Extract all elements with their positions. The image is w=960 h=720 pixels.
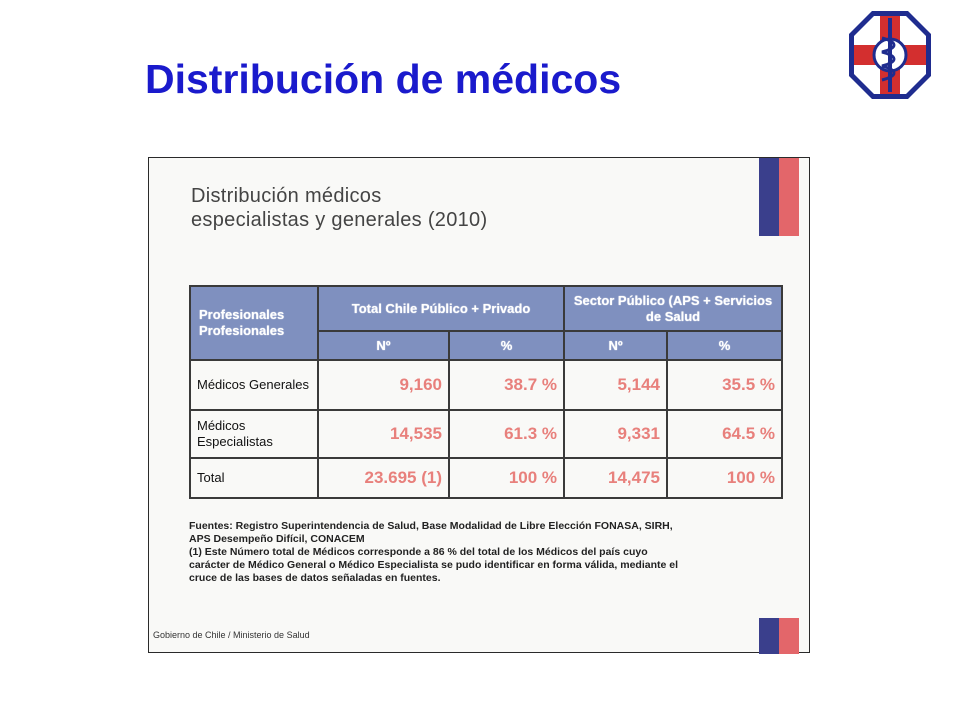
red-stripe-bottom xyxy=(779,618,799,654)
header-total-chile: Total Chile Público + Privado xyxy=(316,285,566,332)
row-label: Médicos Especialistas xyxy=(189,409,319,459)
red-stripe-top xyxy=(779,158,799,236)
table-row: Médicos Generales 9,160 38.7 % 5,144 35.… xyxy=(189,359,784,411)
cell-public-number: 14,475 xyxy=(563,457,669,499)
table-row: Médicos Especialistas 14,535 61.3 % 9,33… xyxy=(189,409,784,459)
navy-stripe-bottom xyxy=(759,618,779,654)
table-row: Total 23.695 (1) 100 % 14,475 100 % xyxy=(189,457,784,499)
medical-cross-caduceus-icon xyxy=(849,11,931,99)
document-title-line2: especialistas y generales (2010) xyxy=(191,209,488,231)
cell-total-percent: 38.7 % xyxy=(447,359,566,411)
subheader-percent-total: % xyxy=(447,330,566,361)
note-line: cruce de las bases de datos señaladas en… xyxy=(189,572,441,584)
cell-public-percent: 100 % xyxy=(666,457,784,499)
header-professionals: Profesionales Profesionales xyxy=(189,285,319,361)
cell-total-number: 14,535 xyxy=(317,409,450,459)
header-public-sector: Sector Público (APS + Servicios de Salud xyxy=(563,285,784,332)
note-line: APS Desempeño Difícil, CONACEM xyxy=(189,533,365,545)
document-title: Distribución médicos especialistas y gen… xyxy=(191,184,487,232)
row-label: Total xyxy=(189,457,319,499)
page-title: Distribución de médicos xyxy=(145,56,622,102)
scanned-slide: Distribución médicos especialistas y gen… xyxy=(148,157,810,654)
subheader-number-total: Nº xyxy=(317,330,450,361)
cell-public-number: 5,144 xyxy=(563,359,669,411)
note-line: carácter de Médico General o Médico Espe… xyxy=(189,559,678,571)
cell-total-number: 23.695 (1) xyxy=(317,457,450,499)
cell-public-number: 9,331 xyxy=(563,409,669,459)
cell-total-percent: 100 % xyxy=(447,457,566,499)
distribution-table: Profesionales Profesionales Total Chile … xyxy=(189,285,784,499)
document-title-line1: Distribución médicos xyxy=(191,185,382,207)
cell-total-percent: 61.3 % xyxy=(447,409,566,459)
navy-stripe-top xyxy=(759,158,779,236)
row-label: Médicos Generales xyxy=(189,359,319,411)
note-line: (1) Este Número total de Médicos corresp… xyxy=(189,546,648,558)
cell-public-percent: 35.5 % xyxy=(666,359,784,411)
cell-public-percent: 64.5 % xyxy=(666,409,784,459)
note-line: Fuentes: Registro Superintendencia de Sa… xyxy=(189,520,673,532)
footer-ministry: Gobierno de Chile / Ministerio de Salud xyxy=(153,630,310,640)
cell-total-number: 9,160 xyxy=(317,359,450,411)
subheader-number-public: Nº xyxy=(563,330,669,361)
subheader-percent-public: % xyxy=(666,330,784,361)
source-notes: Fuentes: Registro Superintendencia de Sa… xyxy=(189,520,749,585)
